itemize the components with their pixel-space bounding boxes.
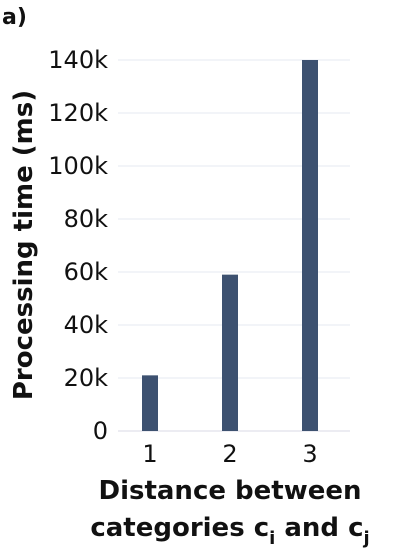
y-tick-label: 40k: [64, 311, 109, 339]
x-axis-title-sub-i: i: [269, 528, 275, 549]
y-tick-label: 120k: [48, 99, 108, 127]
x-tick-label: 1: [142, 440, 157, 468]
y-tick-label: 60k: [64, 258, 109, 286]
y-tick-label: 80k: [64, 205, 109, 233]
x-axis-title-sub-j: j: [363, 528, 370, 549]
y-axis-title: Processing time (ms): [9, 90, 39, 400]
x-axis-title-line1: Distance between: [98, 476, 361, 506]
x-tick-label: 2: [222, 440, 237, 468]
x-axis-title-prefix: categories c: [90, 513, 269, 543]
bar-2: [222, 274, 238, 431]
x-axis-title-line2: categories ci and cj: [90, 513, 369, 549]
bars: [142, 60, 318, 431]
y-tick-label: 140k: [48, 46, 108, 74]
x-tick-labels: 1 2 3: [142, 440, 317, 468]
y-tick-labels: 0 20k 40k 60k 80k 100k 120k 140k: [48, 46, 108, 445]
x-tick-label: 3: [302, 440, 317, 468]
bar-3: [302, 60, 318, 431]
x-axis-title-middle: and c: [275, 513, 363, 543]
bar-1: [142, 375, 158, 431]
panel-label: a): [2, 5, 27, 30]
y-tick-label: 0: [93, 417, 108, 445]
y-tick-label: 100k: [48, 152, 108, 180]
y-tick-label: 20k: [64, 364, 109, 392]
